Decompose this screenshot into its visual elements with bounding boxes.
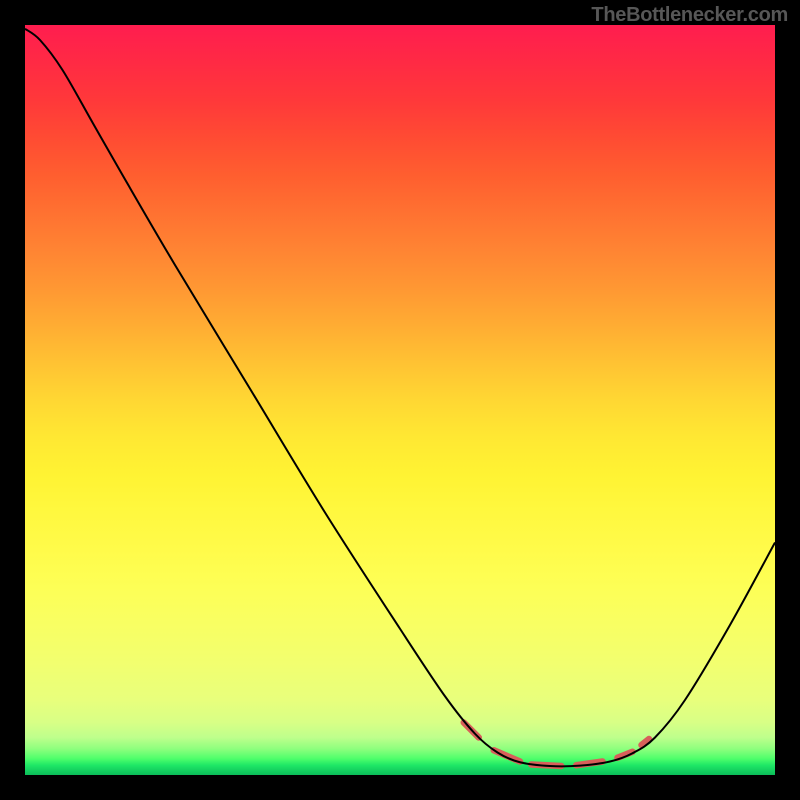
chart-svg — [25, 25, 775, 775]
watermark-text: TheBottlenecker.com — [591, 4, 788, 27]
gradient-curve-chart — [25, 25, 775, 775]
gradient-background — [25, 25, 775, 775]
